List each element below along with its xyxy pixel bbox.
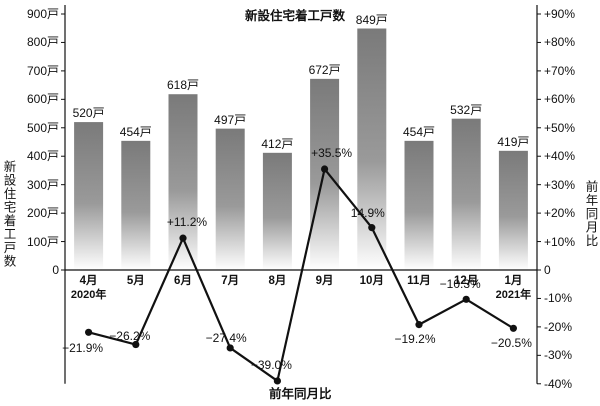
yoy-point-1 <box>85 328 93 336</box>
yoy-point-6 <box>321 165 329 173</box>
yoy-point-9 <box>462 295 470 303</box>
bar-value-label: 849戸 <box>355 12 388 27</box>
right-tick-label: +80% <box>544 35 576 50</box>
category-label: 8月 <box>268 275 287 287</box>
category-year-label: 2021年 <box>495 289 532 301</box>
bar-value-label: 672戸 <box>308 62 341 77</box>
left-tick-label: 700戸 <box>26 63 59 78</box>
left-tick-label: 200戸 <box>26 206 59 221</box>
category-label: 4月 <box>79 275 98 287</box>
yoy-point-10 <box>509 324 517 332</box>
right-tick-label: +50% <box>544 120 576 135</box>
right-axis-title: 前年同月比 <box>583 180 598 248</box>
category-year-label: 2020年 <box>70 289 107 301</box>
right-tick-label: +20% <box>544 206 576 221</box>
bar-value-label: 520戸 <box>72 106 105 121</box>
bar-value-label: 532戸 <box>450 102 483 117</box>
yoy-value-label: 14.9% <box>350 205 385 220</box>
left-tick-label: 0 <box>52 263 59 277</box>
right-tick-label: +10% <box>544 234 576 249</box>
category-label: 11月 <box>407 275 431 287</box>
yoy-value-label: −26.2% <box>109 328 151 343</box>
category-label: 6月 <box>174 275 192 287</box>
bar-value-label: 412戸 <box>261 136 294 151</box>
left-tick-label: 800戸 <box>26 35 59 50</box>
bar-1 <box>74 122 104 270</box>
left-tick-label: 100戸 <box>26 234 59 249</box>
bar-7 <box>357 28 387 270</box>
right-tick-label: +60% <box>544 92 576 107</box>
right-tick-label: +40% <box>544 149 576 164</box>
yoy-line <box>88 167 514 383</box>
bar-3 <box>168 94 198 270</box>
bars-layer <box>74 28 528 270</box>
right-tick-label: 0 <box>544 263 551 277</box>
yoy-point-4 <box>226 344 234 352</box>
right-tick-label: -20% <box>544 319 573 334</box>
right-tick-label: -10% <box>544 291 573 306</box>
yoy-value-label: −27.4% <box>205 330 247 345</box>
bar-5 <box>262 152 292 270</box>
category-label: 10月 <box>359 275 384 287</box>
right-tick-label: +70% <box>544 63 576 78</box>
yoy-value-label: −10.3% <box>439 277 481 292</box>
bar-value-label: 454戸 <box>119 124 152 139</box>
right-tick-label: +30% <box>544 177 576 192</box>
bar-9 <box>451 118 481 270</box>
bar-value-label: 497戸 <box>214 112 247 127</box>
category-label: 9月 <box>315 275 334 287</box>
right-tick-label: -40% <box>544 376 573 391</box>
yoy-point-5 <box>273 377 281 385</box>
chart-title: 新設住宅着工戸数 <box>245 9 346 23</box>
yoy-value-label: +11.2% <box>166 215 208 230</box>
bar-4 <box>215 128 245 270</box>
yoy-point-2 <box>132 340 140 349</box>
left-tick-label: 900戸 <box>26 7 59 21</box>
yoy-value-label: −21.9% <box>62 341 104 356</box>
left-tick-label: 400戸 <box>26 149 59 164</box>
right-tick-label: +90% <box>544 7 576 21</box>
bar-value-label: 618戸 <box>166 78 200 93</box>
left-tick-label: 300戸 <box>26 177 59 192</box>
yoy-point-8 <box>415 321 423 329</box>
bar-value-label: 419戸 <box>497 134 530 149</box>
bar-8 <box>404 140 434 270</box>
bar-2 <box>121 140 151 270</box>
left-axis-title: 新設住宅着工戸数 <box>1 160 16 268</box>
category-label: 12月 <box>454 275 479 287</box>
yoy-value-label: −19.2% <box>394 331 436 346</box>
line-layer <box>85 165 517 385</box>
category-label: 5月 <box>126 275 145 287</box>
bar-6 <box>310 78 340 270</box>
bar-10 <box>498 150 528 270</box>
category-label: 7月 <box>221 275 240 287</box>
left-tick-label: 500戸 <box>26 120 59 135</box>
yoy-point-7 <box>368 224 376 232</box>
yoy-value-label: +35.5% <box>311 146 353 161</box>
right-tick-label: -30% <box>544 348 573 363</box>
category-label: 1月 <box>504 275 523 287</box>
yoy-point-3 <box>179 234 187 242</box>
bar-value-label: 454戸 <box>402 124 436 139</box>
x-axis-title: 前年同月比 <box>269 387 332 401</box>
yoy-value-label: −20.5% <box>490 336 532 351</box>
left-tick-label: 600戸 <box>26 92 59 107</box>
yoy-value-label: −39.0% <box>250 357 292 372</box>
